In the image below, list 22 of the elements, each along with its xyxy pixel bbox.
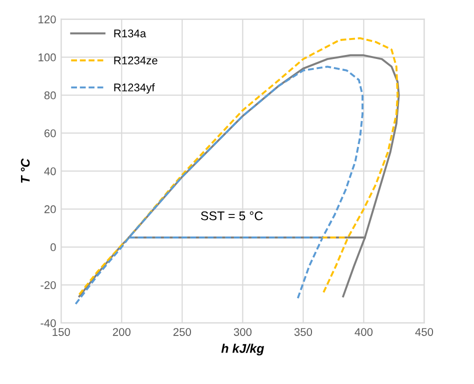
x-tick-label: 350 <box>294 328 312 336</box>
x-tick-label: 250 <box>173 328 192 336</box>
y-tick-label: 120 <box>38 15 56 24</box>
y-tick-label: 100 <box>38 53 56 62</box>
y-tick-label: 20 <box>44 205 56 214</box>
x-tick-label: 400 <box>354 328 373 336</box>
x-tick-label: 300 <box>234 328 252 336</box>
y-axis-title: T °C <box>20 158 30 183</box>
y-tick-label: 80 <box>44 91 56 100</box>
x-tick-label: 150 <box>52 328 70 336</box>
x-tick-label: 450 <box>415 328 434 336</box>
y-tick-label: 0 <box>50 243 56 252</box>
legend-label: R1234yf <box>114 83 155 94</box>
annotation: SST = 5 °C <box>200 211 263 220</box>
y-tick-label: -40 <box>40 319 56 328</box>
y-tick-label: -20 <box>40 281 56 290</box>
y-tick-label: 60 <box>44 129 56 138</box>
legend-label: R1234ze <box>114 56 158 64</box>
x-tick-label: 200 <box>112 328 130 336</box>
x-axis-title: h kJ/kg <box>221 344 264 356</box>
y-tick-label: 40 <box>44 167 56 176</box>
legend-label: R134a <box>114 29 146 38</box>
